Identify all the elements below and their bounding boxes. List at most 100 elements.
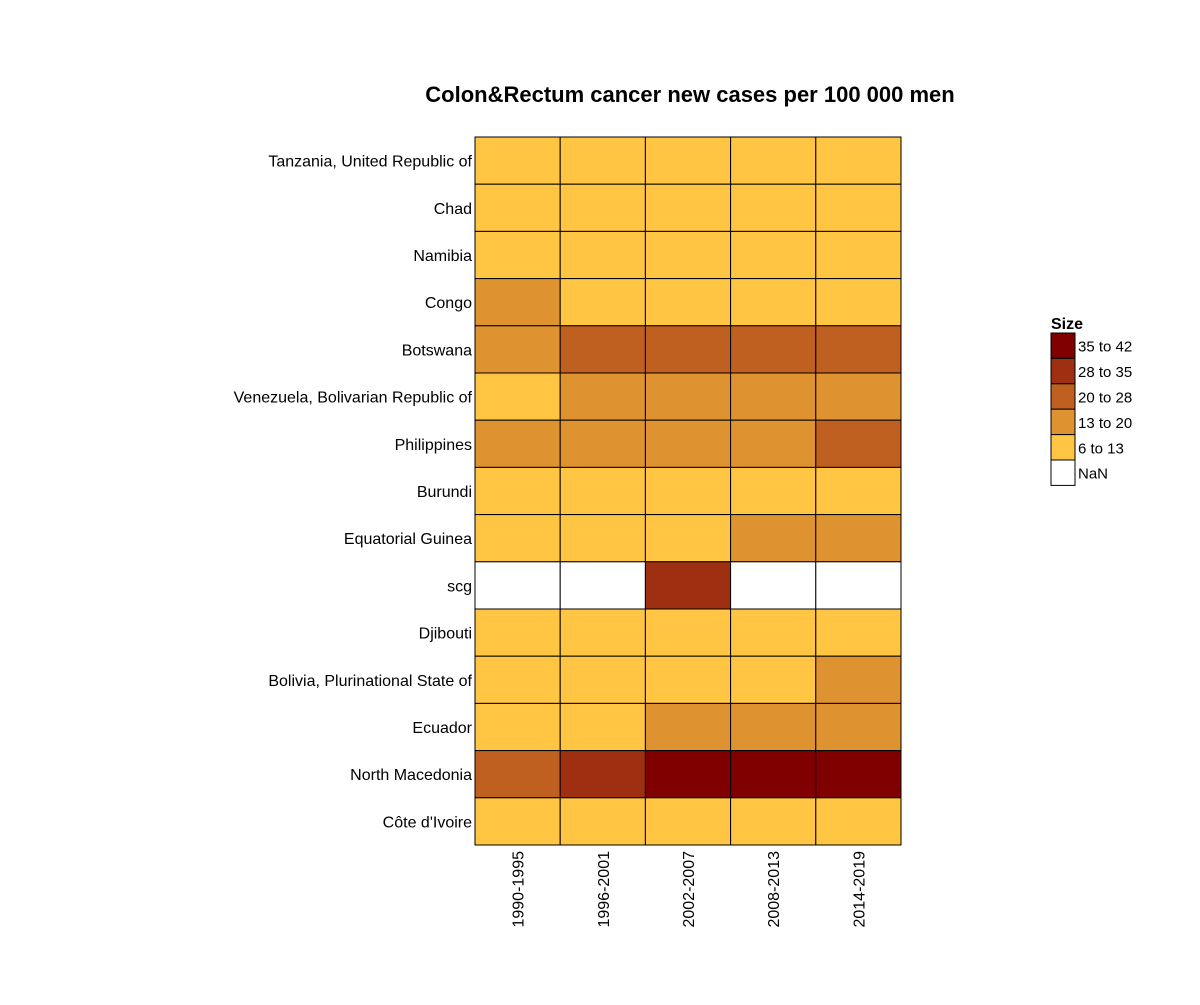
legend-label: 35 to 42 — [1078, 339, 1132, 356]
heatmap-cell — [644, 230, 732, 280]
heatmap-cell — [559, 797, 646, 846]
heatmap-cell — [815, 419, 902, 468]
legend-swatch — [1050, 408, 1076, 436]
heatmap-cell — [474, 561, 561, 610]
legend: Size 35 to 42 28 to 35 20 to 28 13 to 20 6 t… — [1050, 316, 1132, 486]
heatmap-cell — [559, 655, 646, 704]
y-tick-label: Burundi — [417, 484, 472, 501]
legend-title: Size — [1051, 316, 1083, 333]
heatmap-cell — [730, 419, 817, 468]
legend-swatch — [1050, 383, 1076, 410]
heatmap-cell — [559, 561, 646, 610]
heatmap-cell — [559, 183, 646, 232]
x-tick-label: 2002-2007 — [681, 851, 698, 928]
heatmap-cell — [474, 419, 561, 468]
heatmap-cell — [730, 278, 817, 327]
heatmap-cell — [730, 561, 817, 610]
heatmap-cell — [644, 655, 732, 704]
legend-label: 6 to 13 — [1078, 440, 1124, 457]
heatmap-cell — [644, 702, 732, 752]
heatmap-cell — [644, 797, 732, 846]
heatmap-cell — [815, 750, 902, 799]
heatmap-cell — [644, 466, 732, 516]
y-tick-label: Namibia — [413, 248, 472, 265]
x-tick-label: 2008-2013 — [766, 851, 783, 928]
heatmap-cell — [559, 466, 646, 516]
heatmap-cell — [815, 372, 902, 421]
x-tick-label: 2014-2019 — [851, 851, 868, 928]
heatmap-cell — [474, 750, 561, 799]
y-tick-label: scg — [447, 578, 472, 595]
y-tick-label: Tanzania, United Republic of — [268, 154, 472, 171]
legend-swatch — [1050, 434, 1076, 461]
heatmap-cell — [559, 325, 646, 374]
heatmap-cell — [815, 514, 902, 563]
heatmap-cell — [730, 608, 817, 657]
y-tick-label: Botswana — [402, 342, 472, 359]
heatmap-cell — [559, 514, 646, 563]
heatmap-cell — [474, 136, 561, 185]
heatmap-cell — [559, 372, 646, 421]
y-tick-label: Equatorial Guinea — [344, 531, 472, 548]
legend-label: 13 to 20 — [1078, 415, 1132, 432]
heatmap-cell — [644, 514, 732, 563]
y-tick-label: Venezuela, Bolivarian Republic of — [234, 390, 473, 407]
heatmap-cell — [474, 797, 561, 846]
heatmap-cell — [815, 230, 902, 280]
legend-item: 35 to 42 — [1050, 332, 1132, 359]
heatmap-cell — [474, 655, 561, 704]
legend-swatch — [1050, 459, 1076, 486]
heatmap-cell — [559, 230, 646, 280]
heatmap-cell — [730, 230, 817, 280]
legend-label: 28 to 35 — [1078, 364, 1132, 381]
y-tick-label: Ecuador — [412, 720, 472, 737]
heatmap-cell — [730, 183, 817, 232]
heatmap-cell — [730, 325, 817, 374]
heatmap-cell — [474, 702, 561, 752]
heatmap-cell — [730, 466, 817, 516]
legend-item: 20 to 28 — [1050, 383, 1132, 410]
heatmap-cell — [474, 278, 561, 327]
heatmap-cell — [644, 750, 732, 799]
heatmap-cell — [730, 702, 817, 752]
heatmap-cell — [474, 230, 561, 280]
heatmap-cell — [559, 608, 646, 657]
heatmap-cell — [644, 325, 732, 374]
heatmap-cells — [474, 136, 902, 846]
legend-item: 13 to 20 — [1050, 408, 1132, 436]
chart-title: Colon&Rectum cancer new cases per 100 00… — [425, 82, 954, 107]
legend-swatch — [1050, 332, 1076, 359]
x-tick-label: 1996-2001 — [596, 851, 613, 928]
heatmap-cell — [815, 278, 902, 327]
heatmap-cell — [474, 466, 561, 516]
legend-label: 20 to 28 — [1078, 390, 1132, 407]
heatmap-cell — [559, 750, 646, 799]
heatmap-cell — [644, 136, 732, 185]
y-tick-label: Djibouti — [419, 626, 472, 643]
legend-item: 6 to 13 — [1050, 434, 1124, 461]
heatmap-cell — [730, 655, 817, 704]
y-tick-labels: Tanzania, United Republic of Chad Namibia C… — [234, 154, 473, 832]
heatmap-cell — [474, 183, 561, 232]
heatmap-cell — [730, 372, 817, 421]
heatmap-cell — [644, 608, 732, 657]
heatmap-cell — [559, 136, 646, 185]
x-tick-labels: 1990-1995 1996-2001 2002-2007 2008-2013 2014… — [511, 851, 869, 928]
heatmap-cell — [730, 514, 817, 563]
y-tick-label: Philippines — [395, 437, 472, 454]
heatmap-cell — [474, 608, 561, 657]
heatmap-cell — [815, 466, 902, 516]
y-tick-label: Chad — [434, 201, 472, 218]
heatmap-cell — [815, 561, 902, 610]
heatmap-cell — [644, 419, 732, 468]
legend-item: 28 to 35 — [1050, 357, 1132, 385]
y-tick-label: Côte d'Ivoire — [383, 814, 472, 831]
heatmap-cell — [815, 136, 902, 185]
heatmap-cell — [474, 372, 561, 421]
heatmap-cell — [815, 655, 902, 704]
heatmap-cell — [474, 514, 561, 563]
legend-item: NaN — [1050, 459, 1108, 486]
heatmap-cell — [730, 750, 817, 799]
